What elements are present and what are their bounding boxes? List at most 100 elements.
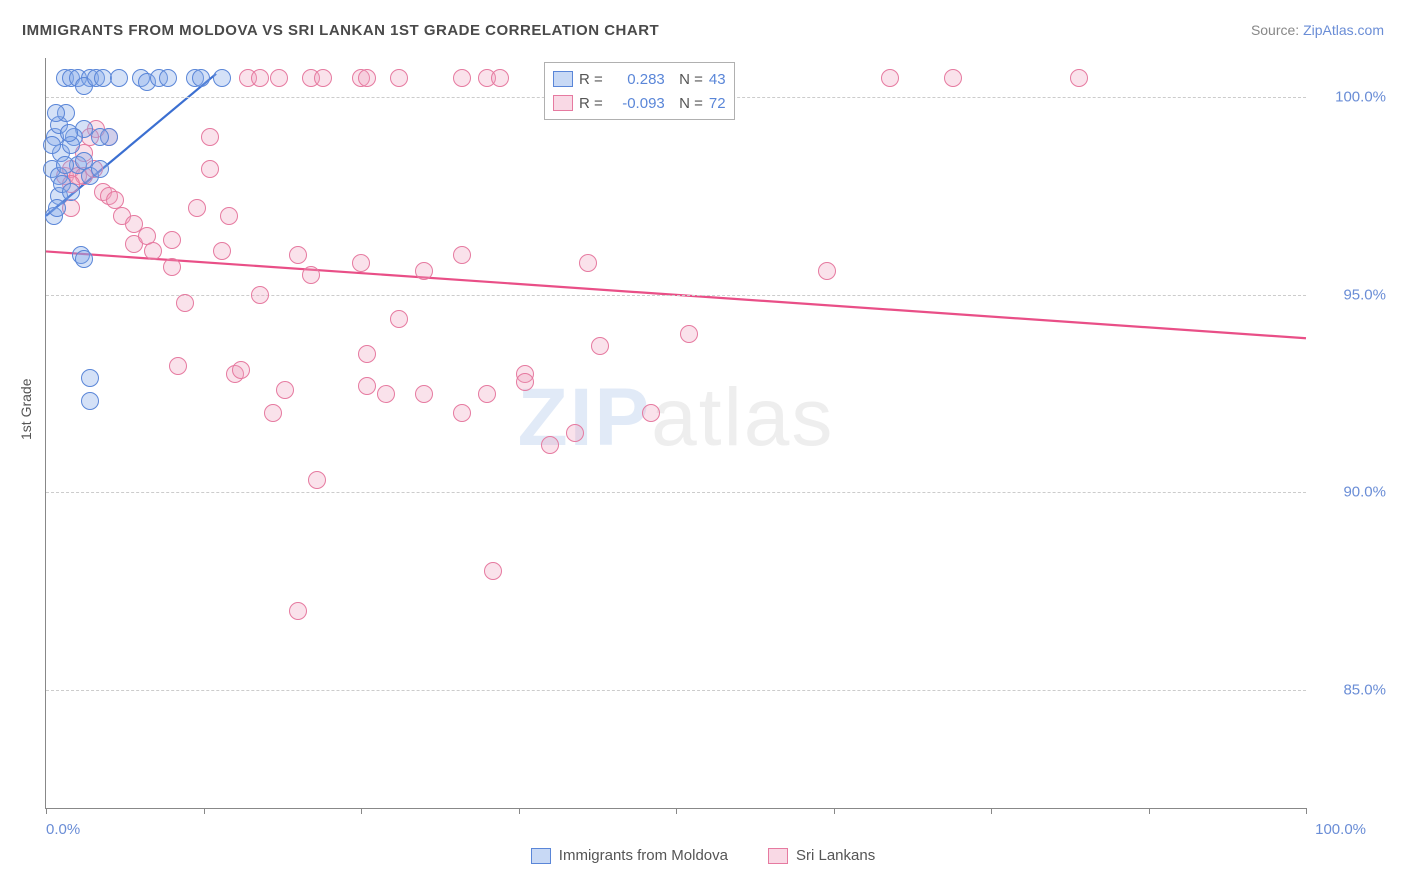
stats-legend-row: R = 0.283 N = 43 [553,67,726,91]
data-point [453,404,471,422]
data-point [289,602,307,620]
data-point [415,262,433,280]
data-point [91,160,109,178]
stats-legend-row: R = -0.093 N = 72 [553,91,726,115]
legend-r-label: R = [579,95,603,112]
data-point [188,199,206,217]
data-point [56,156,74,174]
data-point [541,436,559,454]
legend-n-value: 43 [709,71,726,88]
source-prefix: Source: [1251,22,1303,38]
y-axis-title: 1st Grade [18,379,34,440]
y-tick-label: 85.0% [1316,681,1386,698]
data-point [415,385,433,403]
data-point [94,69,112,87]
data-point [220,207,238,225]
data-point [213,242,231,260]
gridline [46,492,1306,493]
data-point [264,404,282,422]
data-point [944,69,962,87]
data-point [591,337,609,355]
legend-item-srilankan: Sri Lankans [768,847,875,864]
data-point [478,385,496,403]
gridline [46,690,1306,691]
data-point [110,69,128,87]
data-point [48,199,66,217]
x-tick [1149,808,1150,814]
x-tick-label-right: 100.0% [1315,821,1366,838]
chart-container: IMMIGRANTS FROM MOLDOVA VS SRI LANKAN 1S… [0,0,1406,892]
data-point [289,246,307,264]
data-point [566,424,584,442]
legend-n-label: N = [671,95,703,112]
x-tick [676,808,677,814]
data-point [352,254,370,272]
legend-swatch-pink [553,95,573,111]
legend-item-moldova: Immigrants from Moldova [531,847,728,864]
data-point [159,69,177,87]
legend-label-moldova: Immigrants from Moldova [559,847,728,864]
data-point [484,562,502,580]
data-point [81,392,99,410]
data-point [358,345,376,363]
data-point [491,69,509,87]
data-point [201,160,219,178]
plot-area: ZIPatlas 85.0%90.0%95.0%100.0%0.0%100.0%… [45,58,1306,809]
data-point [453,69,471,87]
data-point [270,69,288,87]
gridline [46,295,1306,296]
x-tick [1306,808,1307,814]
legend-swatch-blue [553,71,573,87]
data-point [642,404,660,422]
watermark-rest: atlas [651,372,834,463]
data-point [43,136,61,154]
source-attribution: Source: ZipAtlas.com [1251,22,1384,38]
data-point [251,286,269,304]
data-point [818,262,836,280]
legend-r-value: -0.093 [609,95,665,112]
data-point [390,69,408,87]
watermark: ZIPatlas [518,371,835,465]
x-tick [991,808,992,814]
bottom-legend: Immigrants from Moldova Sri Lankans [0,847,1406,864]
data-point [358,69,376,87]
legend-label-srilankan: Sri Lankans [796,847,875,864]
data-point [680,325,698,343]
data-point [169,357,187,375]
trend-lines-layer [46,58,1306,808]
legend-r-value: 0.283 [609,71,665,88]
chart-title: IMMIGRANTS FROM MOLDOVA VS SRI LANKAN 1S… [22,22,659,39]
x-tick-label-left: 0.0% [46,821,80,838]
x-tick [361,808,362,814]
y-tick-label: 95.0% [1316,286,1386,303]
data-point [91,128,109,146]
data-point [192,69,210,87]
y-tick-label: 100.0% [1316,89,1386,106]
source-link[interactable]: ZipAtlas.com [1303,22,1384,38]
data-point [302,266,320,284]
data-point [1070,69,1088,87]
x-tick [204,808,205,814]
data-point [390,310,408,328]
x-tick [519,808,520,814]
data-point [213,69,231,87]
x-tick [834,808,835,814]
data-point [881,69,899,87]
y-tick-label: 90.0% [1316,484,1386,501]
data-point [251,69,269,87]
data-point [377,385,395,403]
data-point [60,124,78,142]
data-point [516,373,534,391]
data-point [314,69,332,87]
stats-legend: R = 0.283 N = 43R = -0.093 N = 72 [544,62,735,120]
watermark-bold: ZIP [518,372,652,463]
legend-swatch-blue [531,848,551,864]
legend-r-label: R = [579,71,603,88]
legend-n-value: 72 [709,95,726,112]
data-point [81,369,99,387]
data-point [358,377,376,395]
data-point [62,183,80,201]
data-point [453,246,471,264]
data-point [75,250,93,268]
data-point [163,231,181,249]
